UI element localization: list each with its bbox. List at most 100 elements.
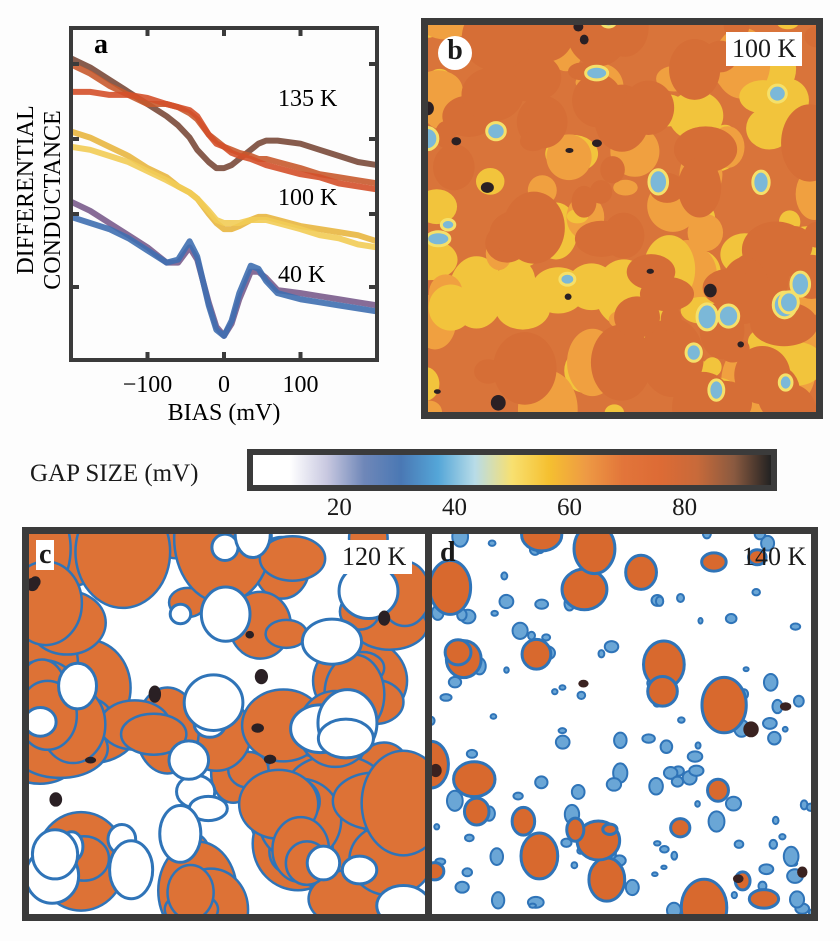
low-gap-spot [751,169,771,196]
gap-patch [600,156,625,184]
small-spot [498,593,515,610]
gapped-patch [669,817,692,839]
small-spot [554,734,571,750]
gapped-patch [431,861,446,882]
colorbar-title: GAP SIZE (mV) [30,460,199,487]
small-spot [782,845,800,868]
high-gap-spot [732,874,744,883]
small-spot [694,741,702,750]
small-spot [624,878,640,897]
small-spot [651,871,659,878]
gapped-patch [747,888,781,910]
gapped-region [166,863,215,915]
gap-patch [425,239,458,281]
high-gap-spot [263,754,277,764]
small-spot [733,839,745,849]
gap-patch [613,179,638,196]
low-gap-spot [716,303,741,329]
high-gap-spot [49,792,63,807]
small-spot [805,802,812,812]
colorbar-tick-label: 60 [557,494,583,521]
gapped-patch [462,796,491,827]
small-spot [551,688,559,696]
gapless-region [30,828,80,881]
small-spot [694,800,701,808]
gapless-region [300,617,364,666]
gapless-region [108,839,155,901]
panel-d-temperature: 140 K [742,542,807,571]
small-spot [489,847,505,866]
high-gap-spot [378,610,391,626]
gapped-patch [431,558,473,616]
small-spot [760,534,776,552]
gapped-patch [572,533,617,576]
low-gap-spot [647,168,670,196]
gap-patch [766,384,818,415]
small-spot [792,694,805,708]
small-spot [654,595,665,607]
gapless-region [305,844,342,882]
panel-cd-divider [425,530,432,918]
gap-patch [804,221,819,248]
gap-patch [574,220,628,257]
small-spot [641,733,656,744]
high-gap-spot [743,721,759,738]
gap-patch [552,148,577,167]
small-spot [445,789,464,812]
gapped-patch [565,816,586,843]
gapless-region [375,884,426,915]
gap-patch [461,22,531,72]
small-spot [659,739,674,755]
series-line-4 [70,143,378,251]
small-spot [670,775,685,788]
gapless-region [340,854,379,886]
small-spot [789,622,802,631]
small-spot [451,533,470,548]
series-line-6 [70,214,378,339]
panel-c-texture [28,533,426,915]
gap-patch [461,67,524,122]
gapped-region [119,712,188,756]
gap-patch [493,332,557,405]
gapped-region [258,535,327,582]
gapped-region [360,749,426,857]
gapped-patch [510,805,537,837]
gap-patch [804,26,819,48]
gap-patch [639,276,695,312]
small-spot [677,716,686,724]
gapped-patch [646,674,679,708]
colorbar-tick-label: 40 [441,494,467,521]
gap-patch [584,92,608,119]
high-gap-spot [254,669,269,685]
gap-patch [750,301,818,347]
small-spot [560,837,573,848]
small-spot [487,539,497,547]
small-spot [465,748,479,759]
gapped-region [74,533,172,610]
panel-a-ticks [71,28,377,360]
panel-d-texture [431,533,812,915]
high-gap-spot [451,137,462,146]
small-spot [570,861,579,870]
gap-patch [635,254,665,279]
gapped-patch [601,822,619,836]
small-spot [670,850,679,861]
annotation-135k: 135 K [278,86,338,112]
panel-d-gap-map [431,533,812,915]
gap-patch [746,107,793,150]
y-axis-label-line1: DIFFERENTIAL [13,105,39,274]
high-gap-spot [578,679,589,688]
gapless-region [233,533,272,560]
gap-patch [517,22,575,62]
low-gap-spot [777,373,794,392]
gapped-patch [520,637,553,671]
gapless-region [316,717,375,760]
small-spot [557,727,568,735]
low-gap-spot [767,83,788,104]
gap-patch [601,22,649,57]
gap-patch [425,400,443,415]
gapless-region [158,803,203,864]
gapped-patch [519,831,560,881]
high-gap-spot [564,293,572,300]
gap-patch [590,324,652,401]
